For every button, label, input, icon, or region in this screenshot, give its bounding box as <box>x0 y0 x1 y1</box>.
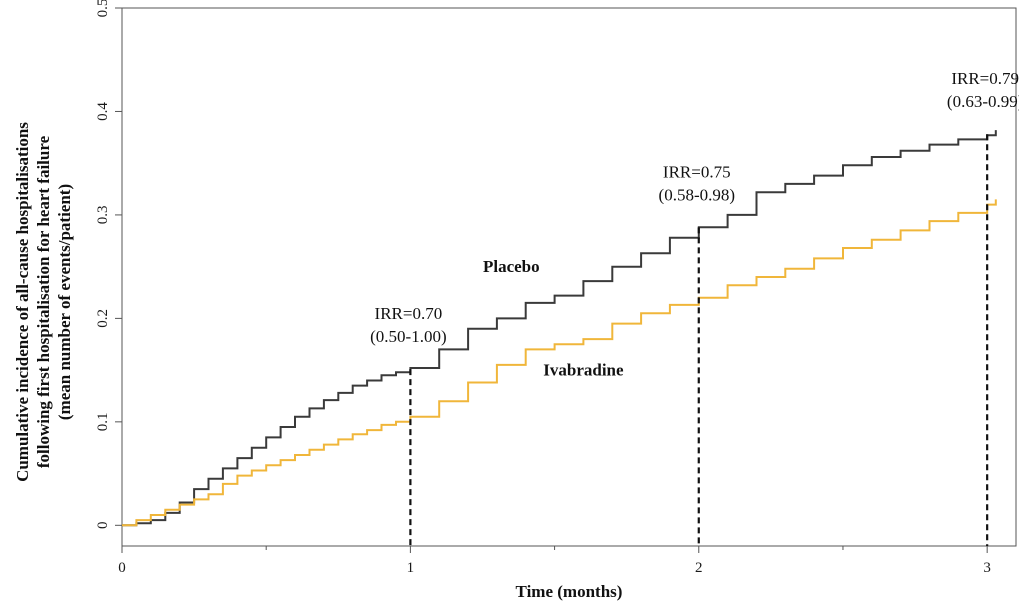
series-label-placebo: Placebo <box>483 257 540 276</box>
y-tick-label: 0.5 <box>95 0 111 17</box>
y-tick-label-group: 0 <box>95 522 111 530</box>
y-tick-label: 0 <box>95 522 111 530</box>
irr-ci-label: (0.58-0.98) <box>659 185 735 204</box>
x-tick-label: 3 <box>983 560 991 576</box>
series-label-ivabradine: Ivabradine <box>543 360 624 379</box>
y-tick-label: 0.1 <box>95 412 111 431</box>
irr-label: IRR=0.79 <box>951 69 1019 88</box>
x-tick-label: 0 <box>118 560 126 576</box>
irr-ci-label: (0.63-0.99) <box>947 92 1019 111</box>
plot-frame <box>121 7 1017 547</box>
irr-marker-layer: IRR=0.70 (0.50-1.00) IRR=0.75 (0.58-0.98) IR… <box>370 69 1019 546</box>
y-tick-label: 0.2 <box>95 309 111 328</box>
y-axis-title-line-2: following first hospitalisation for hear… <box>34 135 53 468</box>
irr-ci-label: (0.50-1.00) <box>370 327 446 346</box>
series-label-layer: Placebo Ivabradine <box>483 257 624 379</box>
series-layer <box>122 130 997 527</box>
y-tick-label-group: 0.4 <box>95 102 111 121</box>
y-tick-label-group: 0.1 <box>95 412 111 431</box>
y-axis-title-line-3: (mean number of events/patient) <box>55 184 74 420</box>
irr-label: IRR=0.70 <box>375 304 443 323</box>
x-axis: 0 1 2 3 <box>118 546 991 576</box>
irr-label: IRR=0.75 <box>663 162 731 181</box>
y-tick-label-group: 0.2 <box>95 309 111 328</box>
y-tick-label-group: 0.3 <box>95 206 111 225</box>
series-line-ivabradine <box>122 199 997 527</box>
y-axis-title: Cumulative incidence of all-cause hospit… <box>13 122 74 482</box>
y-axis-title-line-1: Cumulative incidence of all-cause hospit… <box>13 122 32 482</box>
x-tick-label: 1 <box>407 560 415 576</box>
y-tick-label: 0.4 <box>95 102 111 121</box>
series-line-placebo <box>122 130 997 527</box>
y-axis: 0 0.1 0.2 0.3 0.4 0.5 <box>95 0 122 529</box>
x-tick-label: 2 <box>695 560 703 576</box>
x-axis-title: Time (months) <box>516 582 623 601</box>
y-tick-label: 0.3 <box>95 206 111 225</box>
y-tick-label-group: 0.5 <box>95 0 111 17</box>
